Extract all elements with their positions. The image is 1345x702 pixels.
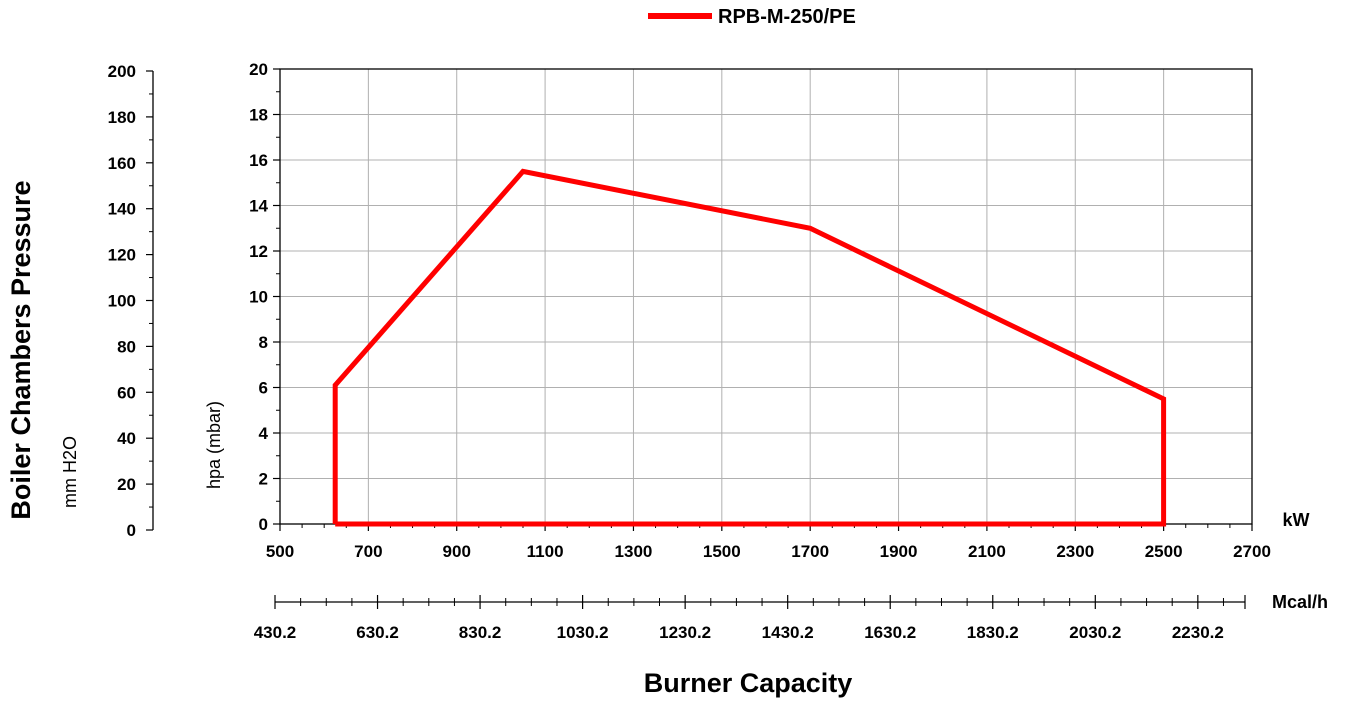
y-secondary-tick-label: 120 bbox=[108, 246, 136, 265]
x-tick-label: 500 bbox=[266, 542, 294, 561]
x-secondary-tick-label: 430.2 bbox=[254, 623, 297, 642]
grid-lines bbox=[280, 69, 1252, 524]
x-axis-title: Burner Capacity bbox=[644, 668, 853, 698]
x-tick-label: 1500 bbox=[703, 542, 741, 561]
x-tick-label: 2300 bbox=[1056, 542, 1094, 561]
legend: RPB-M-250/PE bbox=[648, 6, 856, 28]
x-secondary-tick-label: 1630.2 bbox=[864, 623, 916, 642]
y-tick-label: 2 bbox=[259, 470, 268, 489]
y-axis-label: hpa (mbar) bbox=[204, 401, 224, 489]
y-tick-label: 16 bbox=[249, 151, 268, 170]
x-tick-label: 700 bbox=[354, 542, 382, 561]
axis-ticks bbox=[146, 68, 1253, 609]
x-tick-label: 2100 bbox=[968, 542, 1006, 561]
x-secondary-tick-label: 1430.2 bbox=[762, 623, 814, 642]
y-tick-label: 0 bbox=[259, 515, 268, 534]
y-axis-secondary-title: Boiler Chambers Pressure bbox=[6, 180, 36, 519]
y-secondary-tick-label: 60 bbox=[117, 383, 136, 402]
x-secondary-tick-label: 830.2 bbox=[459, 623, 502, 642]
y-tick-label: 12 bbox=[249, 242, 268, 261]
x-axis-unit-kw: kW bbox=[1283, 510, 1310, 530]
y-tick-label: 4 bbox=[259, 424, 269, 443]
x-secondary-tick-label: 630.2 bbox=[356, 623, 399, 642]
y-secondary-tick-label: 200 bbox=[108, 62, 136, 81]
y-secondary-tick-label: 20 bbox=[117, 475, 136, 494]
x-secondary-tick-label: 1830.2 bbox=[967, 623, 1019, 642]
y-tick-label: 20 bbox=[249, 60, 268, 79]
x-axis-secondary-unit: Mcal/h bbox=[1272, 592, 1328, 612]
legend-label: RPB-M-250/PE bbox=[718, 6, 856, 28]
y-tick-label: 14 bbox=[249, 197, 268, 216]
tick-labels: 500 700 900 1100 1300 1500 1700 1900 2100 2300 250… bbox=[108, 60, 1271, 642]
x-tick-label: 2700 bbox=[1233, 542, 1271, 561]
x-tick-label: 1100 bbox=[527, 542, 564, 561]
y-tick-label: 8 bbox=[259, 333, 268, 352]
x-secondary-tick-label: 1230.2 bbox=[659, 623, 711, 642]
y-tick-label: 10 bbox=[249, 288, 268, 307]
y-secondary-tick-label: 140 bbox=[108, 200, 136, 219]
series-line-rpb-m-250-pe bbox=[332, 168, 1167, 527]
x-secondary-tick-label: 1030.2 bbox=[557, 623, 609, 642]
x-secondary-tick-label: 2030.2 bbox=[1069, 623, 1121, 642]
x-tick-label: 1900 bbox=[880, 542, 918, 561]
y-secondary-tick-label: 0 bbox=[127, 521, 136, 540]
y-secondary-tick-label: 80 bbox=[117, 337, 136, 356]
x-tick-label: 1700 bbox=[791, 542, 829, 561]
y-secondary-tick-label: 100 bbox=[108, 292, 136, 311]
y-secondary-tick-label: 40 bbox=[117, 429, 136, 448]
y-secondary-tick-label: 180 bbox=[108, 108, 136, 127]
x-secondary-tick-label: 2230.2 bbox=[1172, 623, 1224, 642]
x-tick-label: 1300 bbox=[615, 542, 653, 561]
x-tick-label: 2500 bbox=[1145, 542, 1183, 561]
y-secondary-tick-label: 160 bbox=[108, 154, 136, 173]
y-tick-label: 6 bbox=[259, 379, 268, 398]
y-tick-label: 18 bbox=[249, 106, 268, 125]
y-axis-secondary-unit: mm H2O bbox=[60, 436, 80, 508]
x-tick-label: 900 bbox=[443, 542, 471, 561]
